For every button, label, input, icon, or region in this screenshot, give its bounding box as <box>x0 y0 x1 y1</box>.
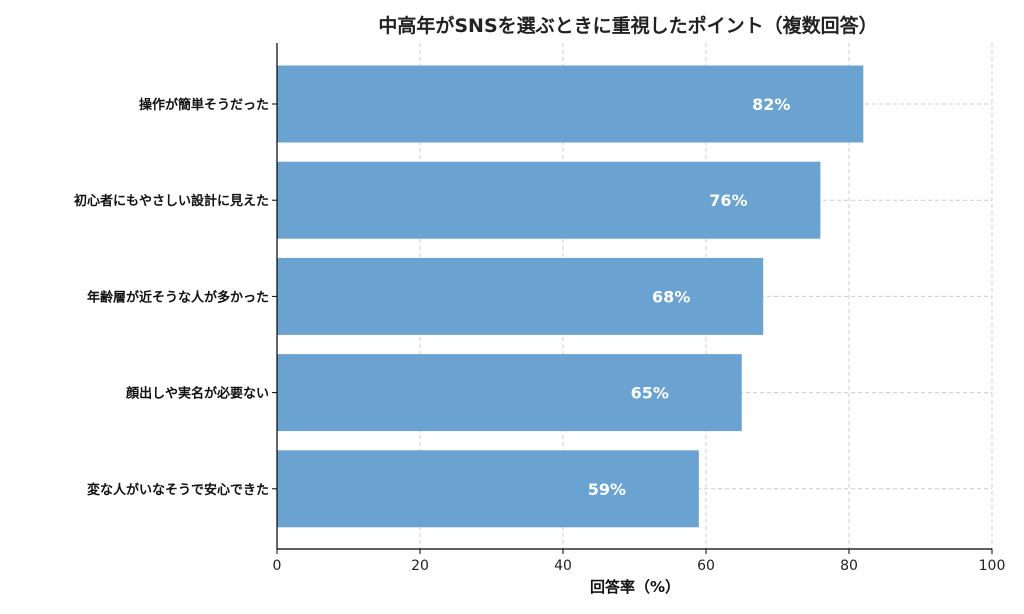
data-label: 59% <box>588 480 626 499</box>
bar <box>277 257 764 335</box>
x-tick-label: 80 <box>840 558 858 574</box>
category-label: 変な人がいなそうで安心できた <box>87 482 269 498</box>
x-tick-label: 60 <box>697 558 715 574</box>
x-tick-label: 20 <box>411 558 429 574</box>
category-label: 操作が簡単そうだった <box>139 97 269 113</box>
category-label: 年齢層が近そうな人が多かった <box>87 289 269 305</box>
category-label: 顔出しや実名が必要ない <box>125 386 269 402</box>
bar <box>277 450 699 528</box>
x-ticks: 0 20 40 60 80 100 <box>272 103 1006 574</box>
x-tick-label: 40 <box>554 558 572 574</box>
x-tick-label: 0 <box>273 558 282 574</box>
data-label: 68% <box>652 287 690 306</box>
x-tick-label: 100 <box>979 558 1006 574</box>
bars: 82% 76% 68% 65% 59% <box>277 65 864 528</box>
bar <box>277 65 864 143</box>
bar <box>277 354 742 432</box>
data-label: 82% <box>752 95 790 114</box>
x-axis-label: 回答率（%） <box>590 578 680 596</box>
category-labels: 操作が簡単そうだった初心者にもやさしい設計に見えた年齢層が近そうな人が多かった顔… <box>74 97 269 498</box>
data-label: 76% <box>709 191 747 210</box>
data-label: 65% <box>631 384 669 403</box>
chart-title: 中高年がSNSを選ぶときに重視したポイント（複数回答） <box>378 14 877 37</box>
axes <box>276 43 992 550</box>
bar <box>277 161 821 239</box>
category-label: 初心者にもやさしい設計に見えた <box>74 193 269 209</box>
